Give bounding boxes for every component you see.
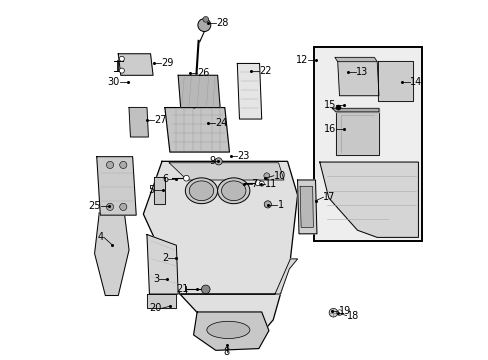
Polygon shape	[164, 108, 229, 152]
Circle shape	[336, 310, 342, 316]
Polygon shape	[193, 312, 268, 350]
Text: 18: 18	[346, 311, 358, 320]
Circle shape	[259, 181, 264, 186]
Ellipse shape	[185, 178, 217, 204]
Bar	[314, 47, 421, 241]
Ellipse shape	[189, 181, 213, 201]
Text: 11: 11	[265, 179, 277, 189]
Text: 4: 4	[98, 232, 104, 242]
Text: 22: 22	[258, 66, 271, 76]
Text: 30: 30	[107, 77, 120, 87]
Text: 15: 15	[323, 100, 335, 111]
Circle shape	[120, 161, 126, 168]
Polygon shape	[337, 62, 378, 96]
Text: 17: 17	[323, 192, 335, 202]
Polygon shape	[300, 186, 313, 227]
Polygon shape	[332, 108, 378, 112]
Circle shape	[203, 17, 208, 22]
Polygon shape	[237, 63, 261, 119]
Polygon shape	[377, 61, 412, 101]
Polygon shape	[118, 54, 153, 75]
Text: 20: 20	[149, 303, 161, 314]
Polygon shape	[178, 75, 220, 108]
Circle shape	[255, 180, 261, 186]
Text: 24: 24	[215, 118, 227, 128]
Polygon shape	[335, 112, 378, 155]
Circle shape	[106, 161, 113, 168]
Text: 2: 2	[162, 253, 168, 263]
Text: 28: 28	[215, 18, 228, 28]
Circle shape	[119, 56, 124, 61]
Text: 26: 26	[197, 68, 209, 78]
Circle shape	[328, 309, 337, 317]
Text: 25: 25	[88, 201, 101, 211]
Circle shape	[215, 158, 222, 165]
Polygon shape	[143, 161, 297, 343]
Text: 27: 27	[154, 115, 166, 125]
Polygon shape	[154, 177, 164, 204]
Text: 6: 6	[162, 174, 168, 184]
Polygon shape	[147, 294, 176, 309]
Text: 12: 12	[295, 55, 308, 65]
Text: 19: 19	[338, 306, 350, 316]
Polygon shape	[129, 108, 148, 137]
Circle shape	[335, 105, 340, 110]
Circle shape	[201, 285, 210, 294]
Text: 13: 13	[356, 67, 368, 77]
Circle shape	[264, 201, 271, 208]
Text: 29: 29	[161, 58, 173, 68]
Text: 5: 5	[147, 185, 154, 195]
Circle shape	[183, 175, 189, 181]
Text: 14: 14	[409, 77, 422, 87]
Text: 16: 16	[323, 124, 335, 134]
Polygon shape	[97, 157, 136, 215]
Text: 10: 10	[273, 171, 285, 181]
Polygon shape	[147, 234, 178, 294]
Text: 1: 1	[277, 200, 283, 210]
Polygon shape	[297, 180, 316, 234]
Circle shape	[264, 173, 269, 179]
Ellipse shape	[206, 321, 249, 338]
Ellipse shape	[221, 181, 245, 201]
Polygon shape	[334, 57, 376, 62]
Circle shape	[198, 19, 210, 32]
Polygon shape	[169, 163, 284, 180]
Text: 7: 7	[251, 179, 257, 189]
Circle shape	[106, 203, 113, 211]
Polygon shape	[180, 259, 297, 294]
Text: 23: 23	[237, 150, 249, 161]
Text: 8: 8	[223, 347, 229, 357]
Polygon shape	[319, 162, 418, 237]
Circle shape	[119, 68, 124, 73]
Text: 21: 21	[176, 284, 188, 294]
Text: 3: 3	[153, 274, 159, 284]
Ellipse shape	[217, 178, 249, 204]
Polygon shape	[94, 213, 129, 296]
Text: 9: 9	[208, 156, 215, 166]
Circle shape	[120, 203, 126, 211]
